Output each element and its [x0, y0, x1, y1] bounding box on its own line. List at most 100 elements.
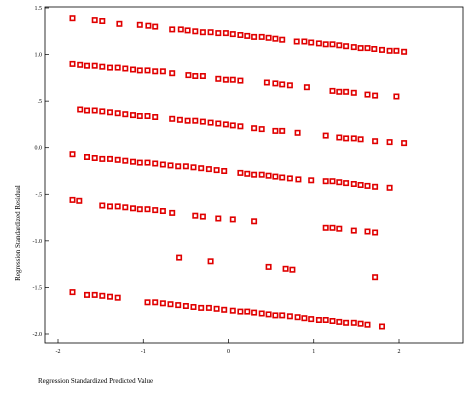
data-point — [279, 36, 286, 43]
data-point — [244, 308, 251, 315]
data-point — [69, 196, 76, 203]
y-tick-label: .5 — [38, 99, 43, 105]
data-point — [184, 117, 191, 124]
data-point — [99, 17, 106, 24]
data-point — [336, 42, 343, 49]
data-point — [192, 73, 199, 80]
data-point — [336, 134, 343, 141]
data-point — [263, 79, 270, 86]
data-point — [294, 314, 301, 321]
data-point — [322, 316, 329, 323]
data-point — [207, 258, 214, 265]
data-point — [144, 67, 151, 74]
x-tick-label: 1 — [312, 349, 315, 355]
data-point — [336, 318, 343, 325]
data-point — [329, 178, 336, 185]
data-point — [175, 302, 182, 309]
x-tick-label: 0 — [227, 349, 230, 355]
data-point — [265, 263, 272, 270]
data-point — [213, 167, 220, 174]
data-point — [130, 66, 137, 73]
data-point — [176, 254, 183, 261]
data-point — [350, 135, 357, 142]
data-point — [169, 26, 176, 33]
data-point — [251, 218, 258, 225]
data-point — [69, 151, 76, 158]
data-point — [244, 32, 251, 39]
data-point — [251, 125, 258, 132]
data-point — [221, 306, 228, 313]
data-point — [258, 310, 265, 317]
data-point — [152, 207, 159, 214]
data-point — [91, 107, 98, 114]
data-point — [364, 228, 371, 235]
data-point — [91, 17, 98, 24]
data-point — [343, 180, 350, 187]
data-point — [350, 89, 357, 96]
data-point — [237, 31, 244, 38]
data-point — [237, 308, 244, 315]
data-point — [159, 300, 166, 307]
data-point — [357, 320, 364, 327]
data-point — [222, 30, 229, 37]
data-point — [84, 62, 91, 69]
data-point — [272, 35, 279, 42]
data-point — [286, 82, 293, 89]
data-point — [159, 68, 166, 75]
data-point — [308, 39, 315, 46]
data-point — [116, 20, 123, 27]
data-point — [401, 48, 408, 55]
data-point — [107, 109, 114, 116]
data-point — [114, 110, 121, 117]
data-point — [322, 41, 329, 48]
y-axis-ticks: 1.5 1.0 .5 0.0 -.5 -1.0 -1.5 -2.0 — [33, 6, 49, 338]
data-point — [279, 174, 286, 181]
data-point — [215, 215, 222, 222]
data-point — [237, 123, 244, 130]
data-point — [357, 182, 364, 189]
data-point — [84, 291, 91, 298]
data-point — [145, 22, 152, 29]
data-point — [167, 301, 174, 308]
x-tick-label: -1 — [141, 349, 146, 355]
data-point — [329, 41, 336, 48]
data-point — [207, 29, 214, 36]
data-point — [357, 45, 364, 52]
data-point — [114, 64, 121, 71]
data-point — [357, 136, 364, 143]
y-tick-label: -.5 — [36, 192, 43, 198]
data-point — [176, 116, 183, 123]
data-point — [401, 140, 408, 147]
data-point — [130, 205, 137, 212]
data-point — [343, 135, 350, 142]
data-point — [69, 289, 76, 296]
data-point — [122, 204, 129, 211]
data-point — [144, 206, 151, 213]
data-point — [215, 30, 222, 37]
data-point — [343, 43, 350, 50]
data-point — [192, 212, 199, 219]
data-point — [122, 65, 129, 72]
data-point — [190, 164, 197, 171]
data-point — [258, 171, 265, 178]
data-point — [69, 60, 76, 67]
data-point — [207, 119, 214, 126]
data-point — [229, 31, 236, 38]
data-point — [364, 182, 371, 189]
data-point — [182, 302, 189, 309]
data-point — [84, 107, 91, 114]
data-point — [114, 156, 121, 163]
data-point — [107, 203, 114, 210]
data-point — [322, 178, 329, 185]
y-tick-label: 1.5 — [35, 6, 43, 12]
data-point — [289, 266, 296, 273]
data-point — [279, 312, 286, 319]
data-point — [199, 213, 206, 220]
data-point — [167, 162, 174, 169]
data-point — [244, 170, 251, 177]
data-point — [152, 68, 159, 75]
data-point — [251, 309, 258, 316]
data-point — [303, 84, 310, 91]
data-point — [114, 294, 121, 301]
